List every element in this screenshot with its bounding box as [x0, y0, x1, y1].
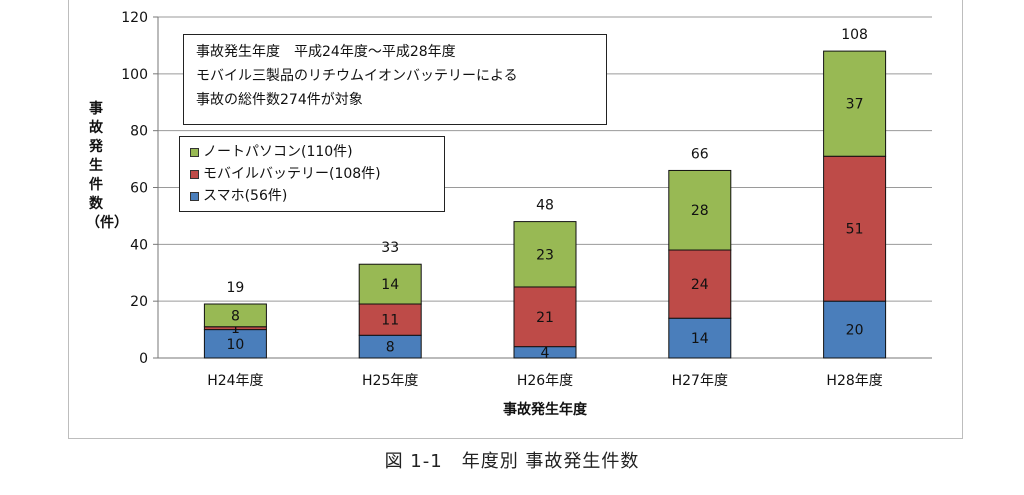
x-tick-label: H26年度 [517, 373, 573, 389]
total-label: 33 [381, 240, 399, 256]
y-tick-label: 20 [130, 294, 148, 310]
y-tick-label: 60 [130, 181, 148, 197]
data-label: 8 [386, 340, 395, 356]
bar-segment [513, 286, 577, 348]
info-line: 事故の総件数274件が対象 [196, 92, 363, 108]
total-label: 66 [691, 146, 709, 162]
y-tick-label: 0 [139, 351, 148, 367]
data-label: 20 [846, 323, 864, 339]
bar-segment [823, 50, 887, 157]
y-tick-label: 40 [130, 237, 148, 253]
x-tick-label: H25年度 [362, 373, 418, 389]
data-label: 1 [231, 321, 240, 337]
bar-segment [203, 303, 267, 328]
bar-segment [668, 317, 732, 359]
legend-swatch [190, 169, 199, 179]
info-box: 事故発生年度 平成24年度～平成28年度 モバイル三製品のリチウムイオンバッテリ… [183, 34, 607, 125]
data-label: 4 [541, 345, 550, 361]
data-label: 24 [691, 277, 709, 293]
legend-swatch [190, 147, 199, 157]
bar-segment [668, 249, 732, 319]
legend-item-battery: モバイルバッテリー(108件) [190, 163, 434, 185]
data-label: 21 [536, 310, 554, 326]
y-tick-label: 100 [121, 67, 148, 83]
chart-frame [68, 0, 963, 439]
total-label: 108 [841, 27, 868, 43]
legend-label: ノートパソコン(110件) [203, 144, 353, 160]
data-label: 14 [691, 331, 709, 347]
data-label: 23 [536, 247, 554, 263]
y-tick-label: 80 [130, 124, 148, 140]
y-axis-label: 事故発生件数（件） [86, 101, 128, 231]
data-label: 11 [381, 313, 399, 329]
legend-item-notebook: ノートパソコン(110件) [190, 141, 434, 163]
x-tick-label: H24年度 [207, 373, 263, 389]
legend-item-smartphone: スマホ(56件) [190, 185, 434, 207]
bar-segment [358, 303, 422, 336]
info-line: モバイル三製品のリチウムイオンバッテリーによる [196, 68, 518, 84]
y-tick-label: 120 [121, 10, 148, 26]
bar-segment [358, 263, 422, 305]
legend-swatch [190, 191, 199, 201]
legend: ノートパソコン(110件) モバイルバッテリー(108件) スマホ(56件) [179, 136, 445, 212]
data-label: 10 [226, 337, 244, 353]
x-tick-label: H28年度 [826, 373, 882, 389]
total-label: 48 [536, 198, 554, 214]
data-label: 37 [846, 97, 864, 113]
legend-label: モバイルバッテリー(108件) [203, 166, 381, 182]
x-tick-label: H27年度 [672, 373, 728, 389]
total-label: 19 [226, 280, 244, 296]
data-label: 14 [381, 277, 399, 293]
data-label: 51 [846, 222, 864, 238]
figure-caption: 図 1-1 年度別 事故発生件数 [384, 451, 640, 472]
data-label: 8 [231, 308, 240, 324]
x-axis-label: 事故発生年度 [503, 401, 588, 418]
bar-segment [668, 169, 732, 251]
data-label: 28 [691, 203, 709, 219]
bar-segment [513, 221, 577, 288]
legend-label: スマホ(56件) [203, 188, 288, 204]
bar-segment [823, 155, 887, 302]
info-line: 事故発生年度 平成24年度～平成28年度 [196, 44, 456, 60]
